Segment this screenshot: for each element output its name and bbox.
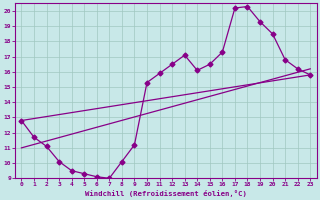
X-axis label: Windchill (Refroidissement éolien,°C): Windchill (Refroidissement éolien,°C)	[85, 190, 247, 197]
